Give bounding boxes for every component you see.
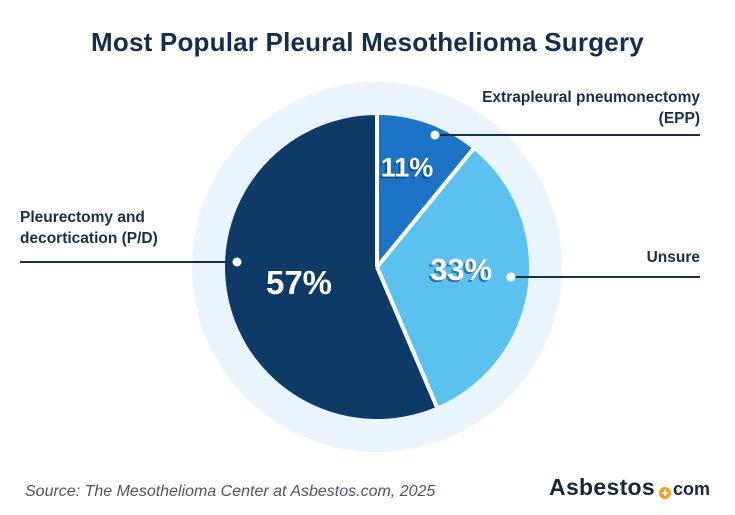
slice-value-pd: 57%	[265, 264, 333, 301]
callout-label-pd: Pleurectomy and decortication (P/D)	[20, 209, 158, 247]
callout-label-unsure: Unsure	[646, 249, 700, 266]
plus-circle-icon	[658, 487, 671, 499]
asbestos-logo: Asbestos com	[549, 474, 710, 501]
chart-title: Most Popular Pleural Mesothelioma Surger…	[91, 27, 644, 57]
slice-value-epp: 11%	[380, 152, 434, 183]
callout-label-epp: Extrapleural pneumonectomy (EPP)	[482, 89, 700, 127]
source-attribution: Source: The Mesothelioma Center at Asbes…	[25, 483, 436, 500]
logo-tld: com	[672, 479, 710, 499]
slice-value-unsure: 33%	[429, 252, 493, 287]
logo-wordmark: Asbestos	[549, 474, 655, 500]
